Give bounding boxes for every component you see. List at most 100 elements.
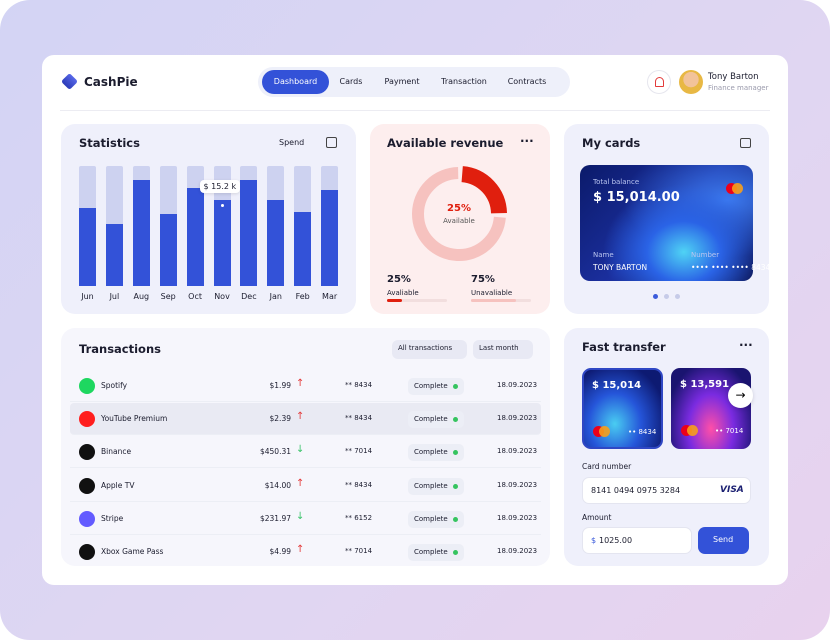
more-button[interactable]: ··· <box>520 134 534 148</box>
add-card-button[interactable] <box>740 138 751 148</box>
bar[interactable] <box>79 208 96 286</box>
status-pill: Complete <box>408 477 464 495</box>
date: 18.09.2023 <box>497 447 538 456</box>
nav-item[interactable]: Payment <box>373 70 431 94</box>
card-label: Number <box>691 251 720 259</box>
carousel-dot[interactable] <box>664 294 669 299</box>
month-label: Dec <box>241 292 257 301</box>
nav-item[interactable]: Cards <box>331 70 371 94</box>
transaction-row[interactable]: Spotify $1.99 ↑ ** 8434 Complete 18.09.2023 <box>70 370 541 402</box>
calendar-button[interactable] <box>326 137 337 148</box>
merchant-name: Binance <box>101 447 132 457</box>
filter-button[interactable]: Last month <box>473 340 533 359</box>
filter-label: Last month <box>479 344 519 352</box>
card-label: Name <box>593 251 614 259</box>
bar[interactable] <box>267 199 285 286</box>
transactions-panel: Transactions All transactions Last month… <box>61 328 550 566</box>
amount-input[interactable]: $ 1025.00 <box>582 527 692 554</box>
cards-panel: My cards Total balance $ 15,014.00 Name … <box>564 124 770 314</box>
transaction-row[interactable]: Stripe $231.97 ↓ ** 6152 Complete 18.09.2023 <box>70 503 541 535</box>
card-number: •••• •••• •••• 8434 <box>691 263 771 272</box>
donut-segment <box>412 167 506 261</box>
card-number: ** 6152 <box>345 513 373 522</box>
card-number: •• 8434 <box>628 428 657 436</box>
donut-segment <box>461 166 507 214</box>
transaction-row[interactable]: Xbox Game Pass $4.99 ↑ ** 7014 Complete 18.09… <box>70 536 541 568</box>
more-button[interactable]: ··· <box>739 338 753 352</box>
field-label: Amount <box>582 513 612 522</box>
card-label: Total balance <box>593 178 640 186</box>
status: Complete <box>414 514 448 523</box>
mastercard-logo <box>681 425 692 436</box>
avatar[interactable] <box>679 70 703 94</box>
filter-dropdown[interactable]: Spend <box>279 138 305 147</box>
filter-label: All transactions <box>398 344 453 352</box>
panel-title: Statistics <box>79 136 140 150</box>
card-number: ** 7014 <box>345 547 373 555</box>
card-number: ** 7014 <box>345 447 373 456</box>
nav-label: Contracts <box>507 77 547 86</box>
amount: $4.99 <box>269 547 291 556</box>
trend-arrow: ↓ <box>296 444 305 456</box>
merchant-name: Spotify <box>101 381 128 390</box>
bar[interactable] <box>294 211 312 286</box>
notification-button[interactable] <box>647 70 671 94</box>
bar[interactable] <box>213 199 231 286</box>
user-role: Finance manager <box>708 84 769 92</box>
bar[interactable] <box>186 187 204 286</box>
send-button[interactable]: Send <box>698 527 749 554</box>
status: Complete <box>414 548 448 556</box>
card-number: ** 8434 <box>345 414 373 423</box>
filter-button[interactable]: All transactions <box>392 340 467 359</box>
nav-item[interactable]: Dashboard <box>262 70 329 94</box>
brand: CashPie <box>84 75 138 89</box>
nav-label: Dashboard <box>273 77 318 86</box>
transaction-row[interactable]: Binance $450.31 ↓ ** 7014 Complete 18.09.2023 <box>70 436 541 469</box>
bar[interactable] <box>132 180 150 286</box>
bank-card[interactable]: Total balance $ 15,014.00 Name TONY BART… <box>580 165 770 281</box>
card-balance: $ 15,014.00 <box>593 190 680 205</box>
card-balance: $ 13,591 <box>680 379 730 390</box>
carousel-dot[interactable] <box>653 294 658 299</box>
input-value: 8141 0494 0975 3284 <box>591 486 681 495</box>
month-label: Nov <box>214 292 230 301</box>
card-number-input[interactable]: 8141 0494 0975 3284 VISA <box>582 477 751 504</box>
status: Complete <box>414 382 448 390</box>
carousel-dot[interactable] <box>675 294 680 299</box>
status-pill: Complete <box>408 510 464 528</box>
bar[interactable] <box>321 190 339 286</box>
transfer-card[interactable]: $ 15,014 •• 8434 <box>582 368 663 449</box>
legend-label: Avaliable <box>387 289 419 297</box>
tooltip-dot <box>218 201 226 209</box>
nav-bar: Dashboard Cards Payment Transaction Contract… <box>258 67 570 97</box>
amount: $1.99 <box>269 381 291 390</box>
merchant-name: Stripe <box>101 513 124 523</box>
date: 18.09.2023 <box>497 513 538 522</box>
legend-value: 25% <box>387 274 411 285</box>
nav-item[interactable]: Contracts <box>497 70 557 94</box>
panel-title: Transactions <box>79 342 161 356</box>
progress-track <box>387 299 447 302</box>
status: Complete <box>414 415 448 424</box>
status: Complete <box>414 481 448 490</box>
transfer-card[interactable]: $ 13,591 •• 7014 <box>671 368 751 449</box>
currency: $ <box>591 536 597 545</box>
nav-label: Payment <box>384 77 420 86</box>
amount: $450.31 <box>259 447 291 457</box>
mastercard-logo <box>593 426 604 437</box>
bar[interactable] <box>159 214 177 286</box>
card-number: ** 8434 <box>345 381 373 389</box>
status: Complete <box>414 448 448 457</box>
transaction-row[interactable]: Apple TV $14.00 ↑ ** 8434 Complete 18.09.2023 <box>70 470 541 502</box>
bar[interactable] <box>105 223 123 286</box>
merchant-icon <box>79 444 95 461</box>
mastercard-logo <box>732 183 743 194</box>
transaction-row[interactable]: YouTube Premium $2.39 ↑ ** 8434 Complete 18.0… <box>70 403 541 436</box>
card-balance: $ 15,014 <box>592 380 642 391</box>
legend-value: 75% <box>471 274 495 285</box>
bar[interactable] <box>240 180 258 286</box>
merchant-icon <box>79 378 95 394</box>
next-button[interactable]: → <box>728 383 753 408</box>
nav-item[interactable]: Transaction <box>433 70 495 94</box>
